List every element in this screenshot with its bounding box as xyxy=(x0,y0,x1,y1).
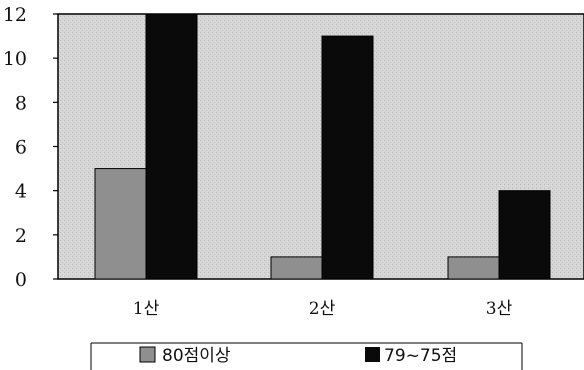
legend-label-series-2: 79~75점 xyxy=(384,346,457,366)
bar-series-1-2 xyxy=(270,256,323,280)
y-tick-label: 4 xyxy=(15,181,27,203)
y-tick-label: 0 xyxy=(15,269,27,291)
x-category-label: 2산 xyxy=(309,299,336,319)
y-tick-label: 12 xyxy=(3,4,27,26)
legend-label-series-1: 80점이상 xyxy=(162,346,231,366)
legend-swatch-series-2 xyxy=(365,347,380,362)
y-axis: 0 2 4 6 8 10 12 xyxy=(3,4,58,291)
bar-series-2-1 xyxy=(145,13,198,280)
x-category-label: 1산 xyxy=(133,299,160,319)
bar-series-1-1 xyxy=(94,168,147,280)
y-tick-label: 2 xyxy=(15,225,27,247)
legend-swatch-series-1 xyxy=(139,346,156,363)
bar-series-2-3 xyxy=(498,190,551,280)
y-tick-label: 6 xyxy=(15,137,27,159)
legend: 80점이상 79~75점 xyxy=(90,342,523,370)
bars xyxy=(94,13,551,280)
y-tick-label: 8 xyxy=(15,92,27,114)
y-tick-label: 10 xyxy=(3,48,27,70)
bar-series-2-2 xyxy=(321,35,374,280)
x-axis: 1산 2산 3산 xyxy=(133,299,513,319)
x-category-label: 3산 xyxy=(486,299,513,319)
bar-series-1-3 xyxy=(447,256,500,280)
